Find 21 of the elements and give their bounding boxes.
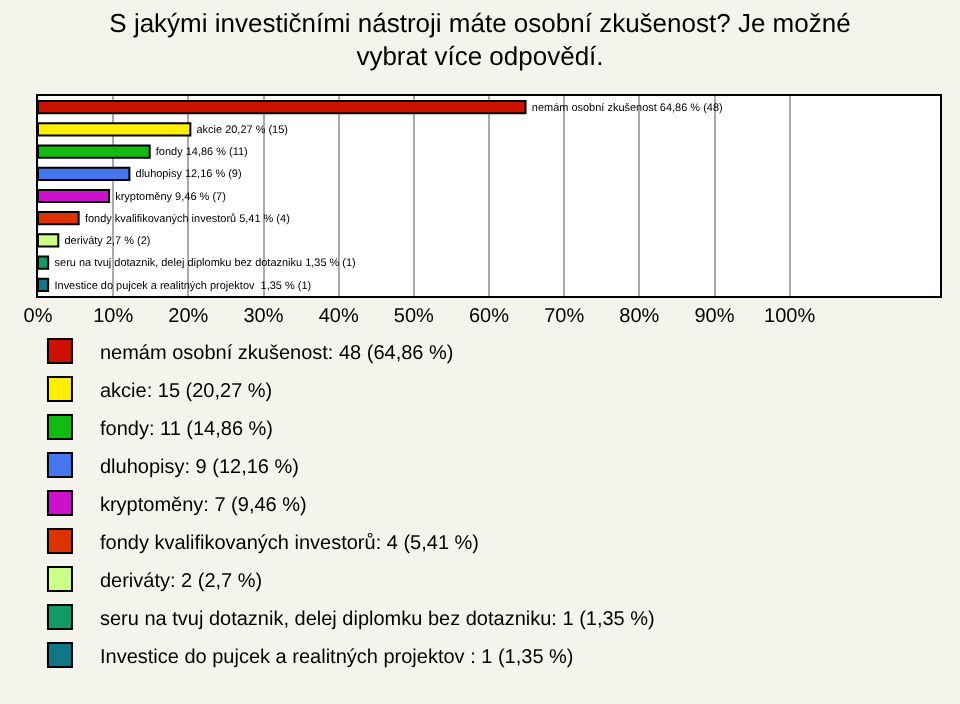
x-tick-label: 20% [168, 306, 209, 328]
x-tick-label: 50% [393, 306, 435, 328]
chart-title: S jakými investičními nástroji máte osobní zkušenost? Je možné vybrat více odpovědí. [109, 7, 851, 72]
x-tick-label: 0% [23, 306, 53, 328]
x-tick-label: 40% [318, 306, 359, 328]
x-tick-label: 100% [764, 306, 816, 328]
x-tick-label: 90% [694, 306, 735, 328]
legend-label: fondy kvalifikovaných investorů: 4 (5,41 %) [99, 530, 480, 555]
legend-label: deriváty: 2 (2,7 %) [99, 570, 263, 593]
legend-label: nemám osobní zkušenost: 48 (64,86 %) [99, 342, 454, 365]
legend-label: akcie: 15 (20,27 %) [99, 380, 273, 403]
legend-label: dluhopisy: 9 (12,16 %) [99, 456, 299, 479]
x-tick-label: 30% [243, 306, 284, 328]
legend-label: fondy: 11 (14,86 %) [99, 418, 274, 441]
legend-label: kryptoměny: 7 (9,46 %) [99, 494, 307, 517]
x-tick-label: 60% [468, 306, 510, 328]
x-tick-label: 70% [544, 306, 585, 328]
x-tick-label: 80% [619, 306, 660, 328]
legend-label: seru na tvuj dotaznik, delej diplomku bez dotazniku: 1 (1,35 %) [99, 608, 655, 631]
legend-label: Investice do pujcek a realitných projektov : 1 (1,35 %) [99, 646, 574, 669]
x-tick-label: 10% [93, 306, 134, 328]
